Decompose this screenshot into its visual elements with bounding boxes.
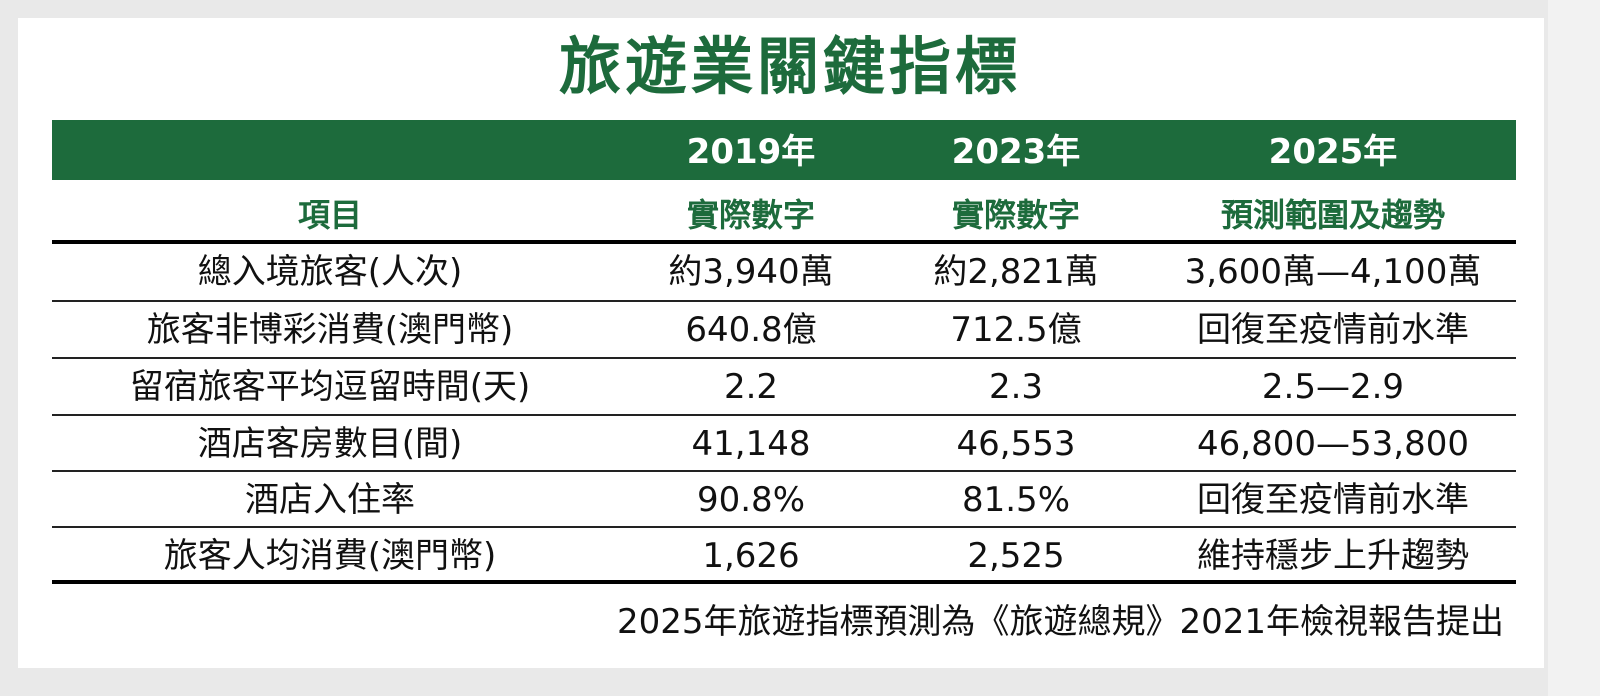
row-divider	[52, 357, 1516, 359]
row-value-2019: 1,626	[702, 536, 800, 576]
subhead-2025: 預測範圍及趨勢	[1220, 196, 1445, 234]
row-value-2019: 2.2	[723, 367, 779, 407]
table-row: 總入境旅客(人次) 約3,940萬 約2,821萬 3,600萬—4,100萬	[52, 244, 1516, 300]
table-bottom-rule	[52, 580, 1516, 584]
row-value-2019: 640.8億	[685, 310, 817, 350]
row-value-2025: 46,800—53,800	[1197, 424, 1469, 464]
table-row: 旅客人均消費(澳門幣) 1,626 2,525 維持穩步上升趨勢	[52, 528, 1516, 584]
year-2019-header: 2019年	[686, 132, 816, 172]
footnote: 2025年旅遊指標預測為《旅遊總規》2021年檢視報告提出	[616, 602, 1504, 642]
year-header-band	[52, 120, 1516, 180]
row-value-2023: 46,553	[956, 424, 1076, 464]
row-divider	[52, 414, 1516, 416]
table-row: 酒店客房數目(間) 41,148 46,553 46,800—53,800	[52, 416, 1516, 472]
row-value-2025: 3,600萬—4,100萬	[1184, 252, 1482, 292]
table-row: 酒店入住率 90.8% 81.5% 回復至疫情前水準	[52, 472, 1516, 528]
row-value-2025: 回復至疫情前水準	[1197, 310, 1469, 350]
row-item: 酒店入住率	[245, 480, 415, 520]
row-value-2025: 回復至疫情前水準	[1197, 480, 1469, 520]
table-row: 旅客非博彩消費(澳門幣) 640.8億 712.5億 回復至疫情前水準	[52, 302, 1516, 358]
row-value-2023: 約2,821萬	[933, 252, 1099, 292]
year-2023-header: 2023年	[951, 132, 1081, 172]
row-item: 旅客非博彩消費(澳門幣)	[146, 310, 514, 350]
year-2025-header: 2025年	[1268, 132, 1398, 172]
row-value-2019: 41,148	[691, 424, 811, 464]
row-value-2019: 90.8%	[696, 480, 805, 520]
row-value-2023: 2,525	[967, 536, 1065, 576]
row-item: 總入境旅客(人次)	[197, 252, 463, 292]
row-divider	[52, 526, 1516, 528]
row-item: 旅客人均消費(澳門幣)	[163, 536, 497, 576]
row-value-2019: 約3,940萬	[668, 252, 834, 292]
row-value-2023: 2.3	[988, 367, 1044, 407]
item-column-header: 項目	[297, 196, 362, 234]
subhead-2023: 實際數字	[951, 196, 1080, 234]
row-value-2025: 2.5—2.9	[1261, 367, 1405, 407]
row-divider	[52, 300, 1516, 302]
row-value-2025: 維持穩步上升趨勢	[1197, 536, 1469, 576]
page-edge	[1548, 0, 1600, 696]
row-value-2023: 81.5%	[961, 480, 1070, 520]
page-title: 旅遊業關鍵指標	[558, 30, 1021, 103]
row-item: 留宿旅客平均逗留時間(天)	[129, 367, 531, 407]
row-item: 酒店客房數目(間)	[197, 424, 463, 464]
table-row: 留宿旅客平均逗留時間(天) 2.2 2.3 2.5—2.9	[52, 359, 1516, 415]
subhead-2019: 實際數字	[686, 196, 815, 234]
header-divider	[52, 240, 1516, 244]
row-divider	[52, 470, 1516, 472]
row-value-2023: 712.5億	[950, 310, 1082, 350]
